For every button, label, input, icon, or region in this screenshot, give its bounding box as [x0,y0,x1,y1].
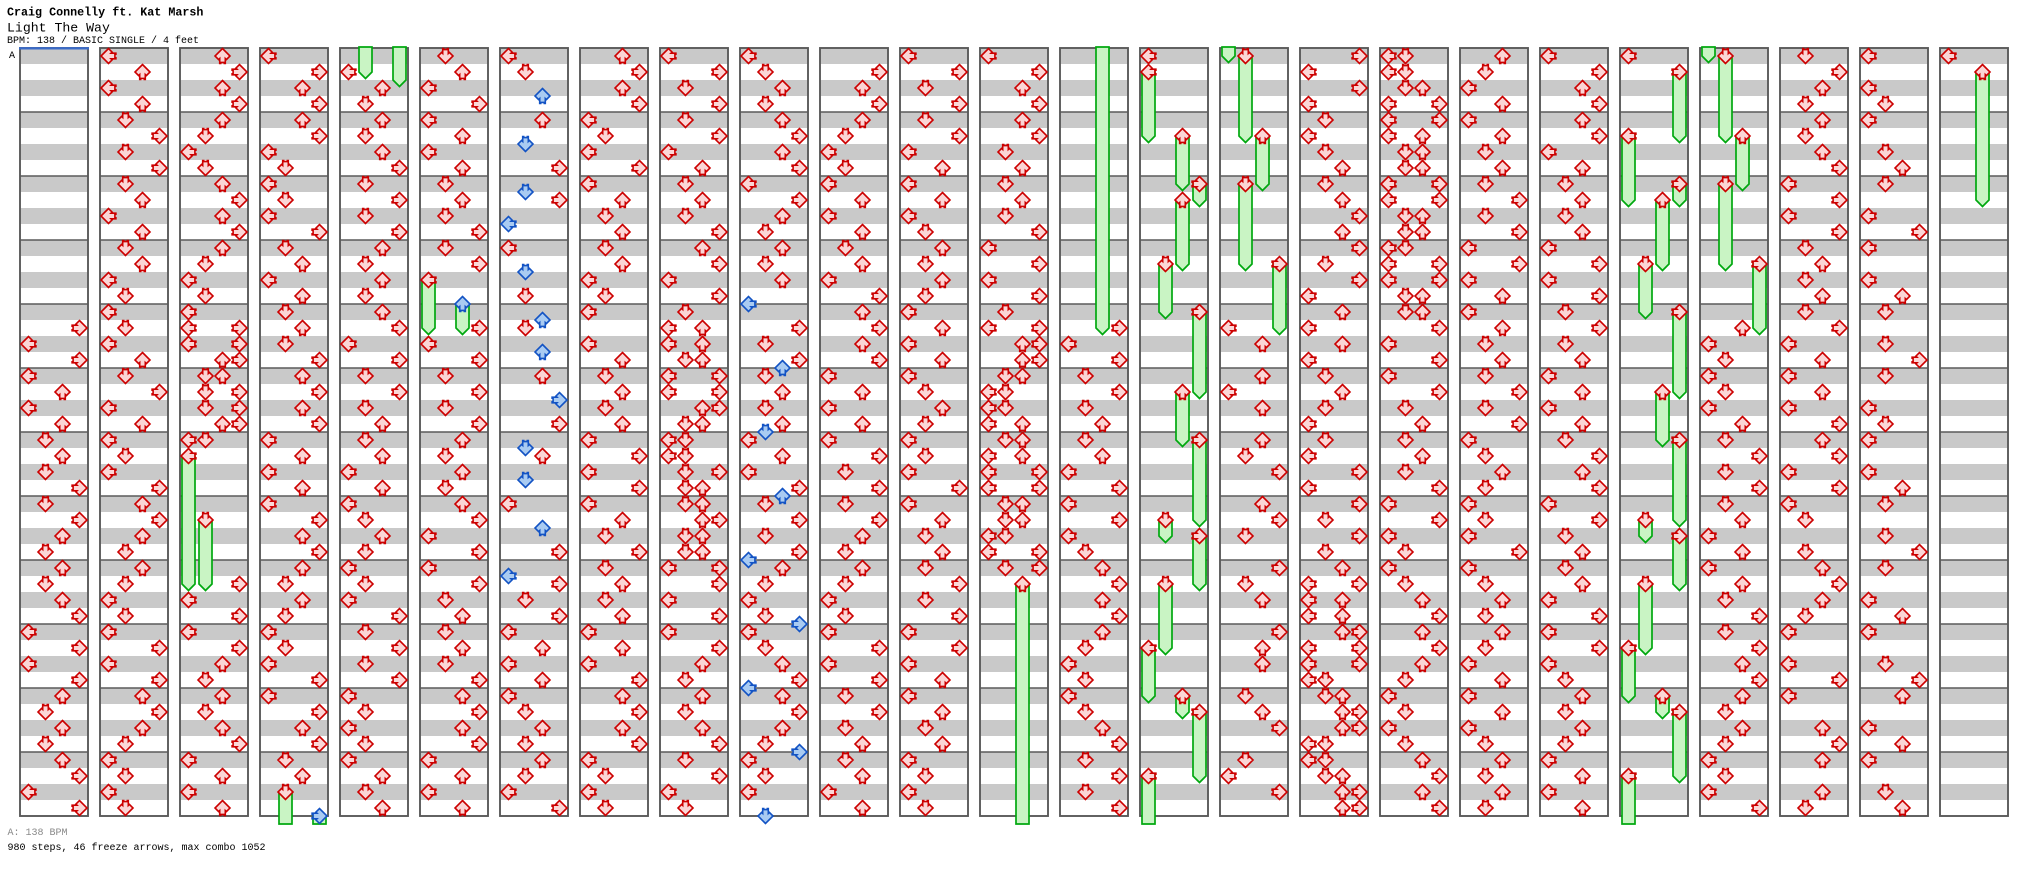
svg-text:Light The Way: Light The Way [7,21,110,36]
svg-text:A: A [9,51,15,62]
svg-text:A: 138 BPM: A: 138 BPM [8,828,68,839]
svg-text:Craig Connelly ft. Kat Marsh: Craig Connelly ft. Kat Marsh [7,6,203,20]
svg-text:BPM: 138 / BASIC SINGLE / 4 fe: BPM: 138 / BASIC SINGLE / 4 feet [7,35,199,47]
svg-text:980 steps, 46 freeze arrows, m: 980 steps, 46 freeze arrows, max combo 1… [8,842,266,854]
